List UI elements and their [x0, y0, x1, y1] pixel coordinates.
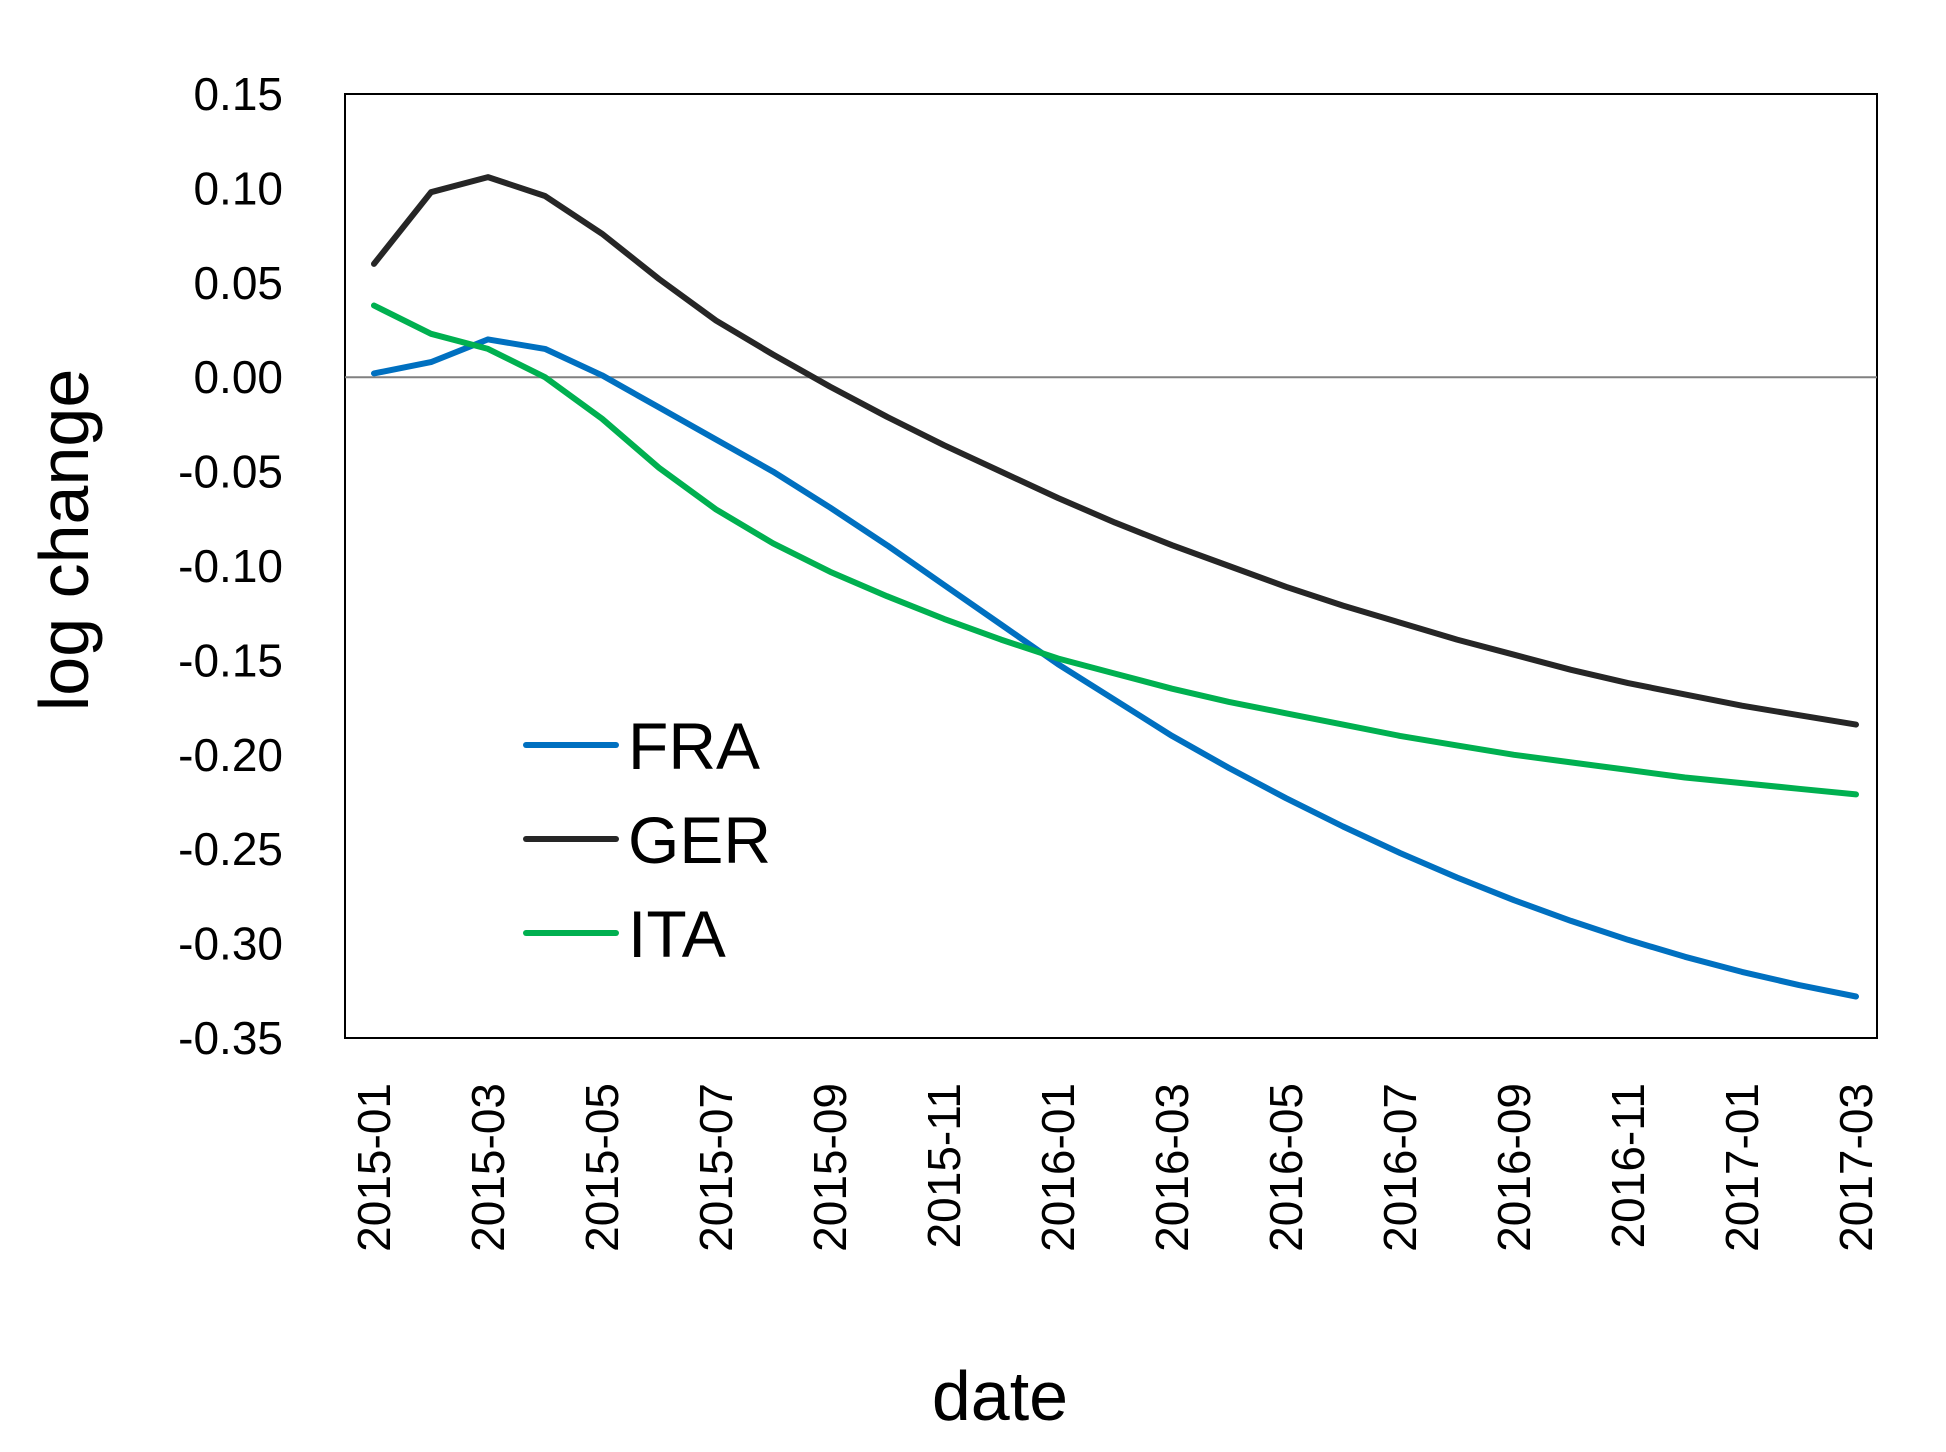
y-tick-label: -0.15: [178, 634, 283, 686]
y-tick-label: -0.05: [178, 446, 283, 498]
y-axis: 0.15 0.10 0.05 0.00 -0.05 -0.10 -0.15 -0.20 -0.2…: [178, 68, 283, 1064]
x-tick-label: 2017-03: [1830, 1083, 1882, 1252]
y-tick-label: -0.10: [178, 540, 283, 592]
series-lines: [371, 174, 1859, 1000]
series-line-fra: [371, 336, 1859, 1000]
y-tick-label: -0.20: [178, 729, 283, 781]
legend-label-ger: GER: [628, 803, 771, 877]
x-tick-label: 2016-11: [1602, 1083, 1654, 1248]
x-tick-label: 2016-09: [1488, 1083, 1540, 1252]
legend: FRA GER ITA: [523, 709, 771, 971]
y-tick-label: -0.35: [178, 1012, 283, 1064]
y-tick-label: 0.10: [193, 162, 283, 214]
x-tick-label: 2015-07: [690, 1083, 742, 1252]
x-tick-label: 2016-07: [1374, 1083, 1426, 1252]
x-axis: 2015-01 2015-03 2015-05 2015-07 2015-09 2015-…: [348, 1083, 1882, 1252]
plot-frame: [344, 93, 1878, 1039]
x-axis-title: date: [932, 1357, 1068, 1435]
series-line-ita: [371, 302, 1859, 798]
y-tick-label: 0.15: [193, 68, 283, 120]
y-tick-label: -0.30: [178, 918, 283, 970]
series-line-ger: [371, 174, 1859, 728]
legend-label-ita: ITA: [628, 897, 726, 971]
y-tick-label: 0.05: [193, 257, 283, 309]
y-axis-title: log change: [25, 369, 103, 712]
x-tick-label: 2015-05: [576, 1083, 628, 1252]
x-tick-label: 2015-11: [918, 1083, 970, 1248]
y-tick-label: 0.00: [193, 351, 283, 403]
x-tick-label: 2016-05: [1260, 1083, 1312, 1252]
x-tick-label: 2015-01: [348, 1083, 400, 1252]
x-tick-label: 2017-01: [1716, 1083, 1768, 1252]
x-tick-label: 2015-09: [804, 1083, 856, 1252]
y-tick-label: -0.25: [178, 823, 283, 875]
legend-label-fra: FRA: [628, 709, 760, 783]
x-tick-label: 2015-03: [462, 1083, 514, 1252]
x-tick-label: 2016-03: [1146, 1083, 1198, 1252]
x-tick-label: 2016-01: [1032, 1083, 1084, 1252]
